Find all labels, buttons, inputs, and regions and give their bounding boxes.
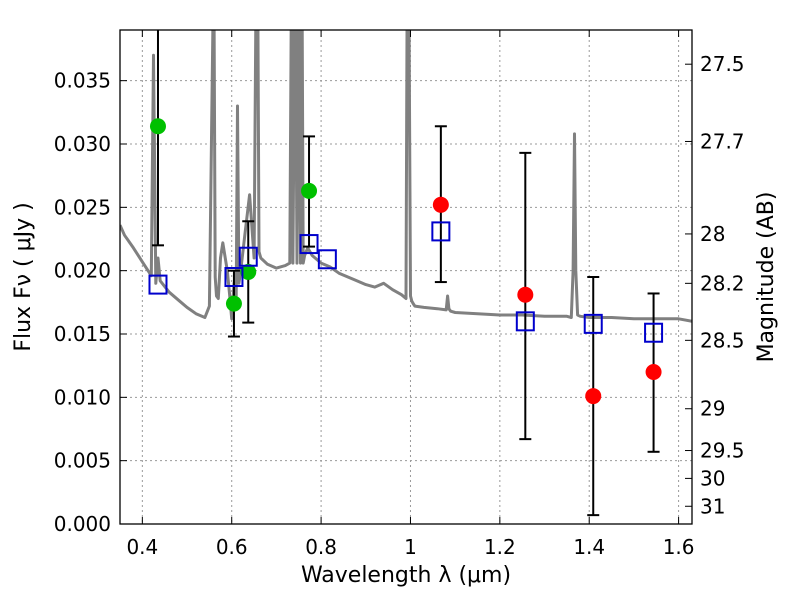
magnitude-tick-label: 28.2 <box>700 271 745 295</box>
magnitude-tick-label: 28.5 <box>700 328 745 352</box>
y-tick-label: 0.015 <box>54 322 111 346</box>
model-photometry-square <box>299 234 319 255</box>
observed-points <box>149 118 662 405</box>
model-photometry-square <box>148 274 168 295</box>
y-axis-ticks: 0.000 0.005 0.010 0.015 0.020 0.025 0.030 0.035 <box>54 69 127 536</box>
y-tick-label: 0.020 <box>54 259 111 283</box>
x-axis-label: Wavelength λ (μm) <box>301 563 511 588</box>
observed-point <box>301 182 318 199</box>
x-tick-label: 0.4 <box>126 535 158 559</box>
magnitude-tick-label: 27.5 <box>700 52 745 76</box>
magnitude-tick-label: 31 <box>700 494 725 518</box>
plot-frame <box>119 29 693 525</box>
magnitude-tick-label: 29.5 <box>700 439 745 463</box>
x-tick-label: 1.4 <box>573 535 605 559</box>
model-photometry-points <box>148 221 664 343</box>
y-axis-label: Flux Fν ( μJy ) <box>11 202 36 351</box>
x-axis-ticks: 0.4 0.6 0.8 1 1.2 1.4 1.6 <box>126 30 695 559</box>
magnitude-tick-label: 30 <box>700 466 725 490</box>
x-tick-label: 0.8 <box>305 535 337 559</box>
model-photometry-square <box>515 311 535 332</box>
magnitude-axis-label: Magnitude (AB) <box>754 192 779 363</box>
magnitude-tick-label: 29 <box>700 397 725 421</box>
model-sed-line <box>120 30 692 323</box>
model-photometry-square <box>317 249 337 270</box>
observed-point <box>517 286 534 303</box>
y-tick-label: 0.000 <box>54 512 111 536</box>
y-tick-label: 0.035 <box>54 69 111 93</box>
observed-point <box>149 118 166 135</box>
observed-point <box>585 388 602 405</box>
y-tick-label: 0.030 <box>54 132 111 156</box>
model-photometry-square <box>644 322 664 343</box>
x-tick-label: 0.6 <box>216 535 248 559</box>
model-photometry-square <box>238 246 258 267</box>
magnitude-axis-ticks: 27.5 27.7 28 28.2 28.5 29 29.5 30 31 <box>685 52 745 518</box>
model-photometry-square <box>431 221 451 242</box>
x-tick-label: 1 <box>404 535 417 559</box>
magnitude-tick-label: 27.7 <box>700 129 745 153</box>
x-tick-label: 1.2 <box>484 535 516 559</box>
model-photometry-square <box>583 313 603 334</box>
y-tick-label: 0.025 <box>54 195 111 219</box>
magnitude-tick-label: 28 <box>700 222 725 246</box>
observed-point <box>645 364 662 380</box>
observed-point <box>240 263 257 280</box>
observed-point <box>432 196 449 213</box>
x-tick-label: 1.6 <box>663 535 695 559</box>
observed-point <box>225 295 242 312</box>
model-photometry-square <box>224 267 244 287</box>
y-tick-label: 0.005 <box>54 449 111 473</box>
y-tick-label: 0.010 <box>54 385 111 409</box>
